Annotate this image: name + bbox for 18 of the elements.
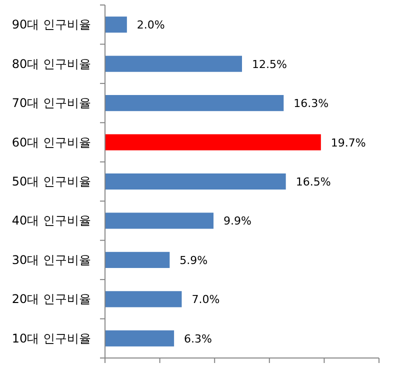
y-tick-label: 30대 인구비율 [12, 252, 91, 267]
data-label: 2.0% [136, 18, 165, 32]
data-label: 7.0% [192, 293, 220, 306]
y-tick-label: 40대 인구비율 [12, 214, 91, 228]
data-label: 9.9% [224, 214, 252, 228]
y-tick-label: 80대 인구비율 [12, 56, 91, 71]
data-label: 6.3% [184, 332, 212, 346]
data-label: 16.5% [296, 176, 331, 188]
data-label: 5.9% [180, 254, 208, 267]
y-tick-label: 90대 인구비율 [12, 18, 91, 32]
y-tick-label: 20대 인구비율 [12, 292, 91, 306]
y-tick-label: 70대 인구비율 [12, 96, 91, 110]
y-tick-label: 60대 인구비율 [12, 135, 91, 150]
data-label: 19.7% [330, 136, 366, 150]
y-tick-label: 10대 인구비율 [12, 331, 91, 346]
y-tick-label: 50대 인구비율 [12, 174, 91, 188]
data-label: 16.3% [294, 97, 329, 110]
data-label: 12.5% [252, 58, 287, 71]
